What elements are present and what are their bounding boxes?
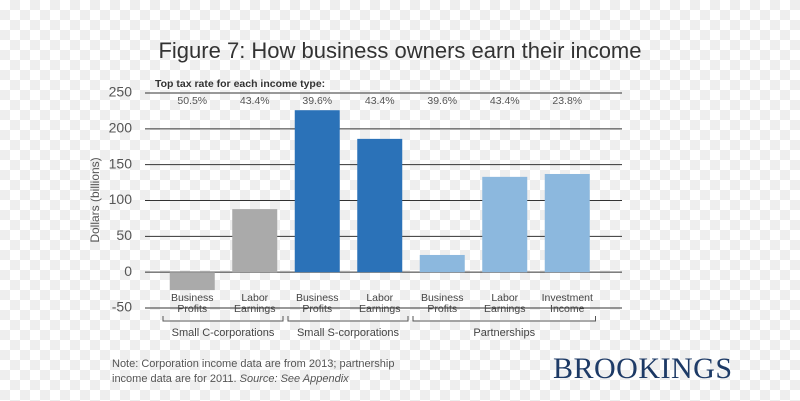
- note-text: Note: Corporation income data are from 2…: [112, 358, 395, 385]
- tax-rate: 43.4%: [490, 95, 520, 107]
- x-tick-label: Business Profits: [295, 292, 339, 315]
- y-tick-label: 200: [109, 120, 133, 136]
- logo: BROOKINGS: [553, 352, 733, 385]
- bar: [357, 138, 403, 273]
- tax-rate: 50.5%: [177, 95, 207, 107]
- x-tick-label: Business Profits: [420, 292, 464, 315]
- group-bracket: [412, 316, 596, 322]
- note: Note: Corporation income data are from 2…: [112, 357, 432, 387]
- subtitle: Top tax rate for each income type:: [155, 78, 325, 90]
- y-tick-label: 250: [109, 84, 133, 100]
- tax-rate: 43.4%: [240, 95, 270, 107]
- bar: [544, 173, 590, 273]
- group-label: Partnerships: [473, 327, 536, 339]
- tax-rate: 43.4%: [365, 95, 395, 107]
- x-tick-label: Labor Earnings: [234, 292, 276, 315]
- y-tick-label: 100: [109, 191, 133, 207]
- y-tick-label: 0: [124, 263, 132, 279]
- y-axis-label: Dollars (billions): [88, 157, 102, 242]
- bar: [419, 254, 465, 273]
- y-tick-label: 150: [109, 155, 133, 171]
- y-tick-label: -50: [112, 299, 132, 315]
- chart-title: Figure 7: How business owners earn their…: [158, 38, 641, 63]
- group-label: Small C-corporations: [171, 327, 275, 339]
- tax-rate: 39.6%: [302, 95, 332, 107]
- bar: [169, 272, 215, 291]
- x-tick-label: Investment Income: [541, 292, 593, 315]
- group-label: Small S-corporations: [296, 327, 400, 339]
- tax-rate: 39.6%: [427, 95, 457, 107]
- source: Source: See Appendix: [239, 373, 349, 385]
- group-bracket: [287, 316, 409, 322]
- bar: [482, 176, 528, 273]
- tax-rate: 23.8%: [552, 95, 582, 107]
- y-tick-label: 50: [116, 227, 132, 243]
- x-tick-label: Business Profits: [170, 292, 214, 315]
- bar: [232, 209, 278, 273]
- x-tick-label: Labor Earnings: [359, 292, 401, 315]
- x-tick-label: Labor Earnings: [484, 292, 526, 315]
- bar: [294, 110, 340, 273]
- group-bracket: [162, 316, 284, 322]
